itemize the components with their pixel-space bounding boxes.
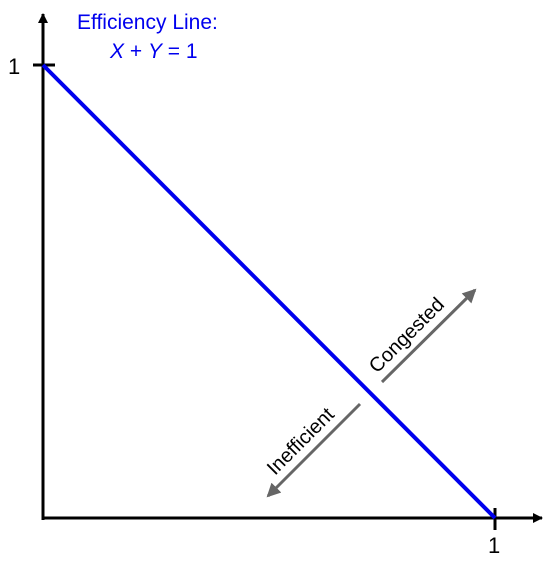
- y-axis-tick-label: 1: [8, 54, 20, 79]
- efficiency-line-equation: X + Y = 1: [109, 40, 198, 63]
- congested-label: Congested: [365, 294, 449, 378]
- efficiency-line-title: Efficiency Line:: [77, 11, 218, 34]
- x-axis-tick-label: 1: [488, 533, 500, 558]
- inefficient-label: Inefficient: [263, 403, 339, 479]
- efficiency-line: [43, 65, 495, 518]
